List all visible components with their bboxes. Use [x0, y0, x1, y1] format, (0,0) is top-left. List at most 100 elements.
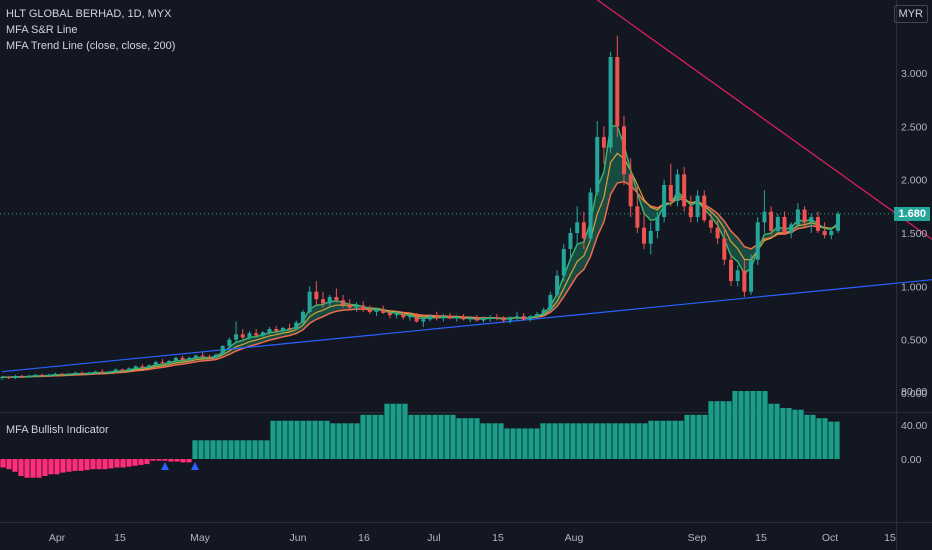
candle-body	[615, 57, 620, 127]
candle	[588, 188, 593, 242]
candle-body	[80, 372, 85, 374]
indicator-label-sr[interactable]: MFA S&R Line	[6, 24, 78, 36]
candle	[46, 373, 51, 377]
candle	[367, 305, 372, 315]
candle	[575, 206, 580, 244]
candle	[26, 374, 31, 379]
candle-body	[454, 317, 459, 319]
candle-body	[835, 213, 841, 231]
candle	[521, 313, 526, 321]
candle	[635, 185, 640, 233]
histogram-bar	[504, 428, 510, 459]
histogram-bar	[324, 420, 330, 459]
histogram-bar	[558, 423, 564, 459]
histogram-bar	[36, 459, 42, 478]
x-tick-label: Sep	[688, 532, 707, 544]
indicator-label-trend[interactable]: MFA Trend Line (close, close, 200)	[6, 40, 176, 52]
bottom-indicator-label[interactable]: MFA Bullish Indicator	[6, 424, 109, 436]
candle-body	[541, 309, 546, 315]
candle	[428, 314, 433, 322]
histogram-bar	[366, 414, 372, 459]
candle	[387, 309, 392, 319]
histogram-bar	[618, 423, 624, 459]
candle	[822, 222, 827, 239]
candle	[160, 358, 165, 365]
histogram-bar	[594, 423, 600, 459]
candle	[749, 254, 754, 295]
histogram-bar	[582, 423, 588, 459]
histogram-bar	[66, 459, 72, 472]
candle	[321, 291, 326, 308]
x-tick-label: Jun	[290, 532, 307, 544]
histogram-bar	[672, 420, 678, 459]
candle-body	[46, 374, 51, 376]
candle-body	[307, 291, 312, 312]
x-tick-label: Jul	[427, 532, 440, 544]
candle	[474, 315, 479, 322]
candle-body	[247, 333, 252, 338]
candle-body	[13, 375, 18, 379]
candle-body	[354, 305, 359, 308]
histogram-bar	[552, 423, 558, 459]
candle	[608, 51, 613, 153]
histogram-bar	[516, 428, 522, 459]
candle	[347, 299, 352, 310]
histogram-bar	[102, 459, 108, 470]
symbol-title[interactable]: HLT GLOBAL BERHAD, 1D, MYX	[6, 8, 172, 20]
buy-signal-marker	[191, 462, 199, 470]
histogram-bar	[768, 403, 774, 459]
candle-body	[280, 327, 285, 332]
candle	[662, 179, 667, 223]
currency-badge[interactable]: MYR	[893, 5, 928, 23]
candle-body	[474, 318, 479, 321]
candle	[193, 354, 198, 359]
histogram-bar	[468, 418, 474, 459]
candle	[695, 190, 700, 223]
candle	[180, 355, 185, 361]
candle	[735, 265, 740, 287]
histogram-bar	[714, 401, 720, 459]
candle	[802, 206, 807, 228]
histogram-bar	[276, 420, 282, 459]
candle	[260, 331, 265, 338]
y-tick-label: 1.500	[901, 228, 927, 240]
candle-body	[414, 316, 419, 322]
candle	[782, 211, 787, 236]
candle-body	[267, 329, 272, 333]
candle	[621, 115, 626, 185]
candle	[789, 222, 794, 239]
candle-body	[782, 217, 787, 233]
histogram-bar	[96, 459, 102, 470]
histogram-bar	[690, 414, 696, 459]
candle-body	[461, 317, 466, 320]
histogram-bar	[684, 414, 690, 459]
histogram-bar	[678, 420, 684, 459]
trend-lines	[1, 0, 932, 373]
histogram-bar	[486, 423, 492, 459]
y-tick-label: 0.500	[901, 335, 927, 347]
candle-body	[508, 317, 513, 321]
candle-body	[481, 318, 486, 321]
histogram-bar	[294, 420, 300, 459]
histogram-bar	[732, 391, 738, 459]
candle-body	[708, 220, 713, 228]
x-tick-label: 15	[492, 532, 504, 544]
candle-body	[187, 357, 192, 360]
histogram-bar	[666, 420, 672, 459]
candle-body	[655, 217, 660, 231]
candle	[595, 121, 600, 196]
candle	[461, 314, 466, 321]
histogram-bar	[408, 414, 414, 459]
candle	[220, 345, 225, 356]
histogram-bar	[72, 459, 78, 471]
histogram-bar	[648, 420, 654, 459]
candle	[715, 220, 720, 244]
candle-body	[240, 334, 245, 338]
ribbon-fill	[2, 125, 838, 378]
candle	[147, 364, 152, 369]
histogram-bar	[798, 409, 804, 459]
candle-body	[695, 195, 700, 217]
histogram-bar	[6, 459, 12, 470]
candle	[254, 329, 259, 337]
candle	[561, 243, 566, 281]
